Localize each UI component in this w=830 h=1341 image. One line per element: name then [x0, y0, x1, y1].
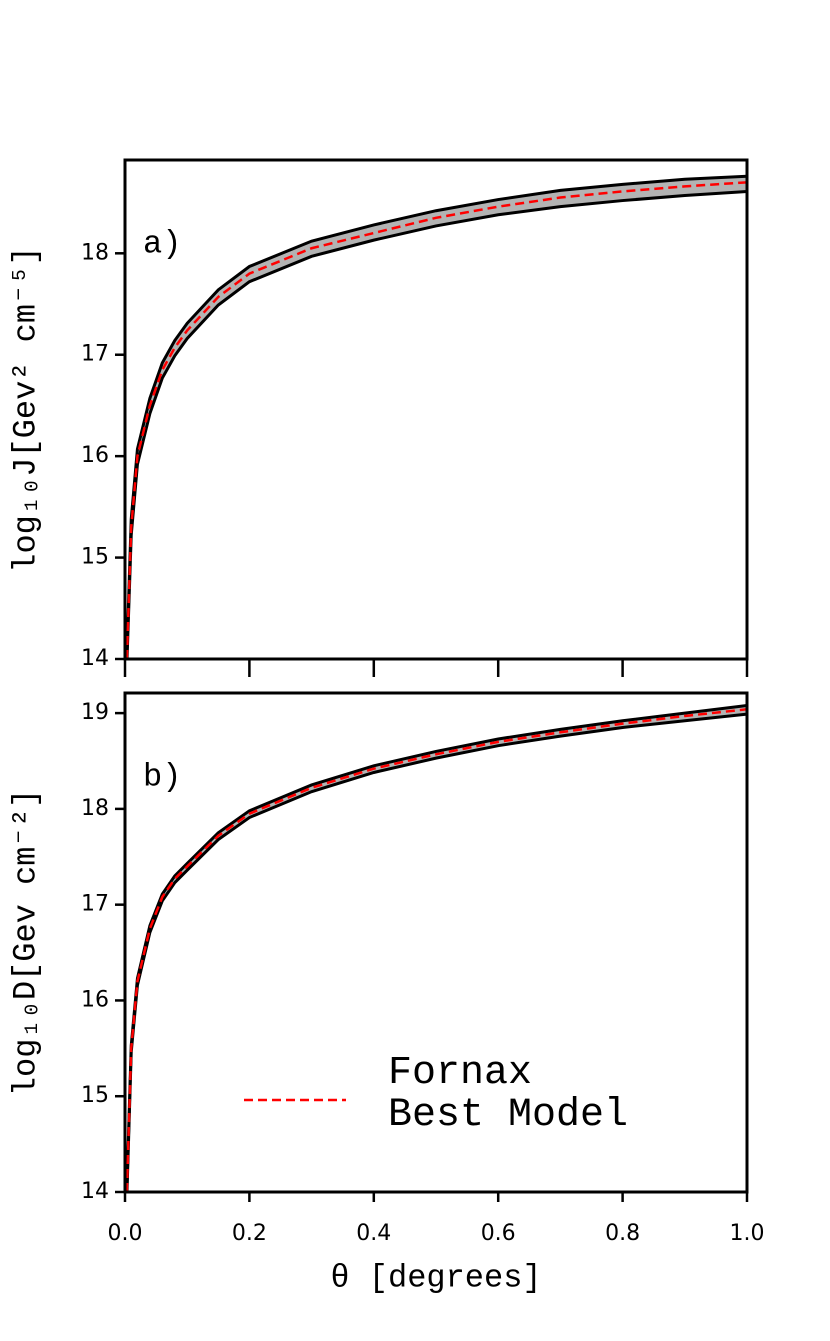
plot-area	[125, 703, 747, 1192]
legend-label: Fornax Best Model	[388, 1051, 629, 1138]
plot-area	[125, 174, 747, 659]
x-tick-label: 1.0	[730, 1221, 765, 1246]
x-tick-label: 0.2	[232, 1221, 267, 1246]
y-axis-label: log₁₀D[Gev cm⁻²]	[7, 789, 44, 1096]
y-tick-label: 16	[81, 987, 109, 1012]
panel-label: a)	[143, 225, 181, 262]
x-axis-label: θ [degrees]	[330, 1259, 541, 1296]
x-tick-label: 0.4	[356, 1221, 391, 1246]
y-tick-label: 17	[81, 342, 109, 367]
series-line	[125, 708, 747, 1192]
y-tick-label: 14	[81, 646, 109, 671]
y-tick-label: 17	[81, 892, 109, 917]
series-line	[125, 174, 747, 654]
axes-frame	[123, 691, 749, 1194]
y-tick-label: 18	[81, 240, 109, 265]
band-fill	[126, 176, 747, 659]
y-tick-label: 14	[81, 1179, 109, 1204]
y-tick-label: 15	[81, 1083, 109, 1108]
axes-frame	[123, 158, 749, 661]
x-tick-label: 0.0	[108, 1221, 143, 1246]
y-tick-label: 19	[81, 700, 109, 725]
series-line	[125, 181, 747, 659]
panel-label: b)	[143, 758, 181, 795]
series-line	[125, 703, 747, 1190]
y-tick-label: 15	[81, 545, 109, 570]
y-axis-label: log₁₀J[Gev² cm⁻⁵]	[7, 246, 44, 573]
series-line	[125, 189, 747, 659]
y-tick-label: 16	[81, 443, 109, 468]
x-tick-label: 0.8	[605, 1221, 640, 1246]
x-tick-label: 0.6	[481, 1221, 516, 1246]
y-tick-label: 18	[81, 796, 109, 821]
